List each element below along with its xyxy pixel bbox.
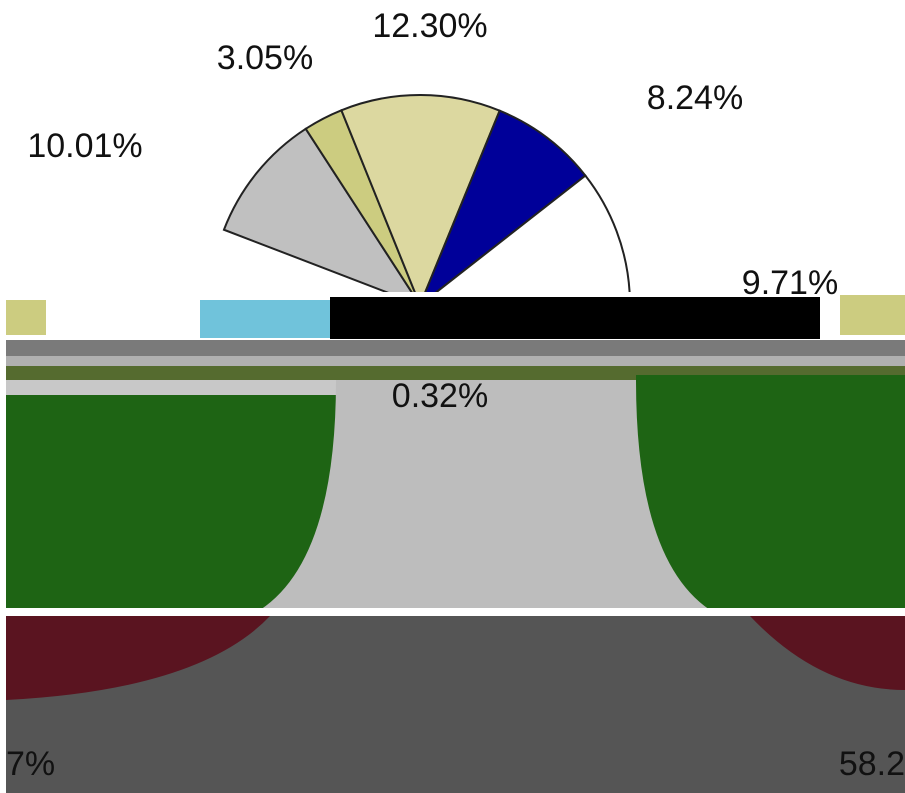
slice-label: 10.01% <box>27 127 142 165</box>
fragment-label: 58.2 <box>839 745 905 783</box>
slice-label: 12.30% <box>372 7 487 45</box>
pie <box>224 95 630 305</box>
slice-label: 3.05% <box>217 39 313 77</box>
fragment-label: 7% <box>6 745 55 783</box>
slice-label: 8.24% <box>647 79 743 117</box>
glitch-bands <box>6 292 905 793</box>
slice-label: 9.71% <box>742 264 838 302</box>
fragment-label: 0.32% <box>392 377 488 415</box>
chart: 10.01% 3.05% 12.30% 8.24% 9.71% 0.32% 7% 58.2 <box>0 0 905 793</box>
